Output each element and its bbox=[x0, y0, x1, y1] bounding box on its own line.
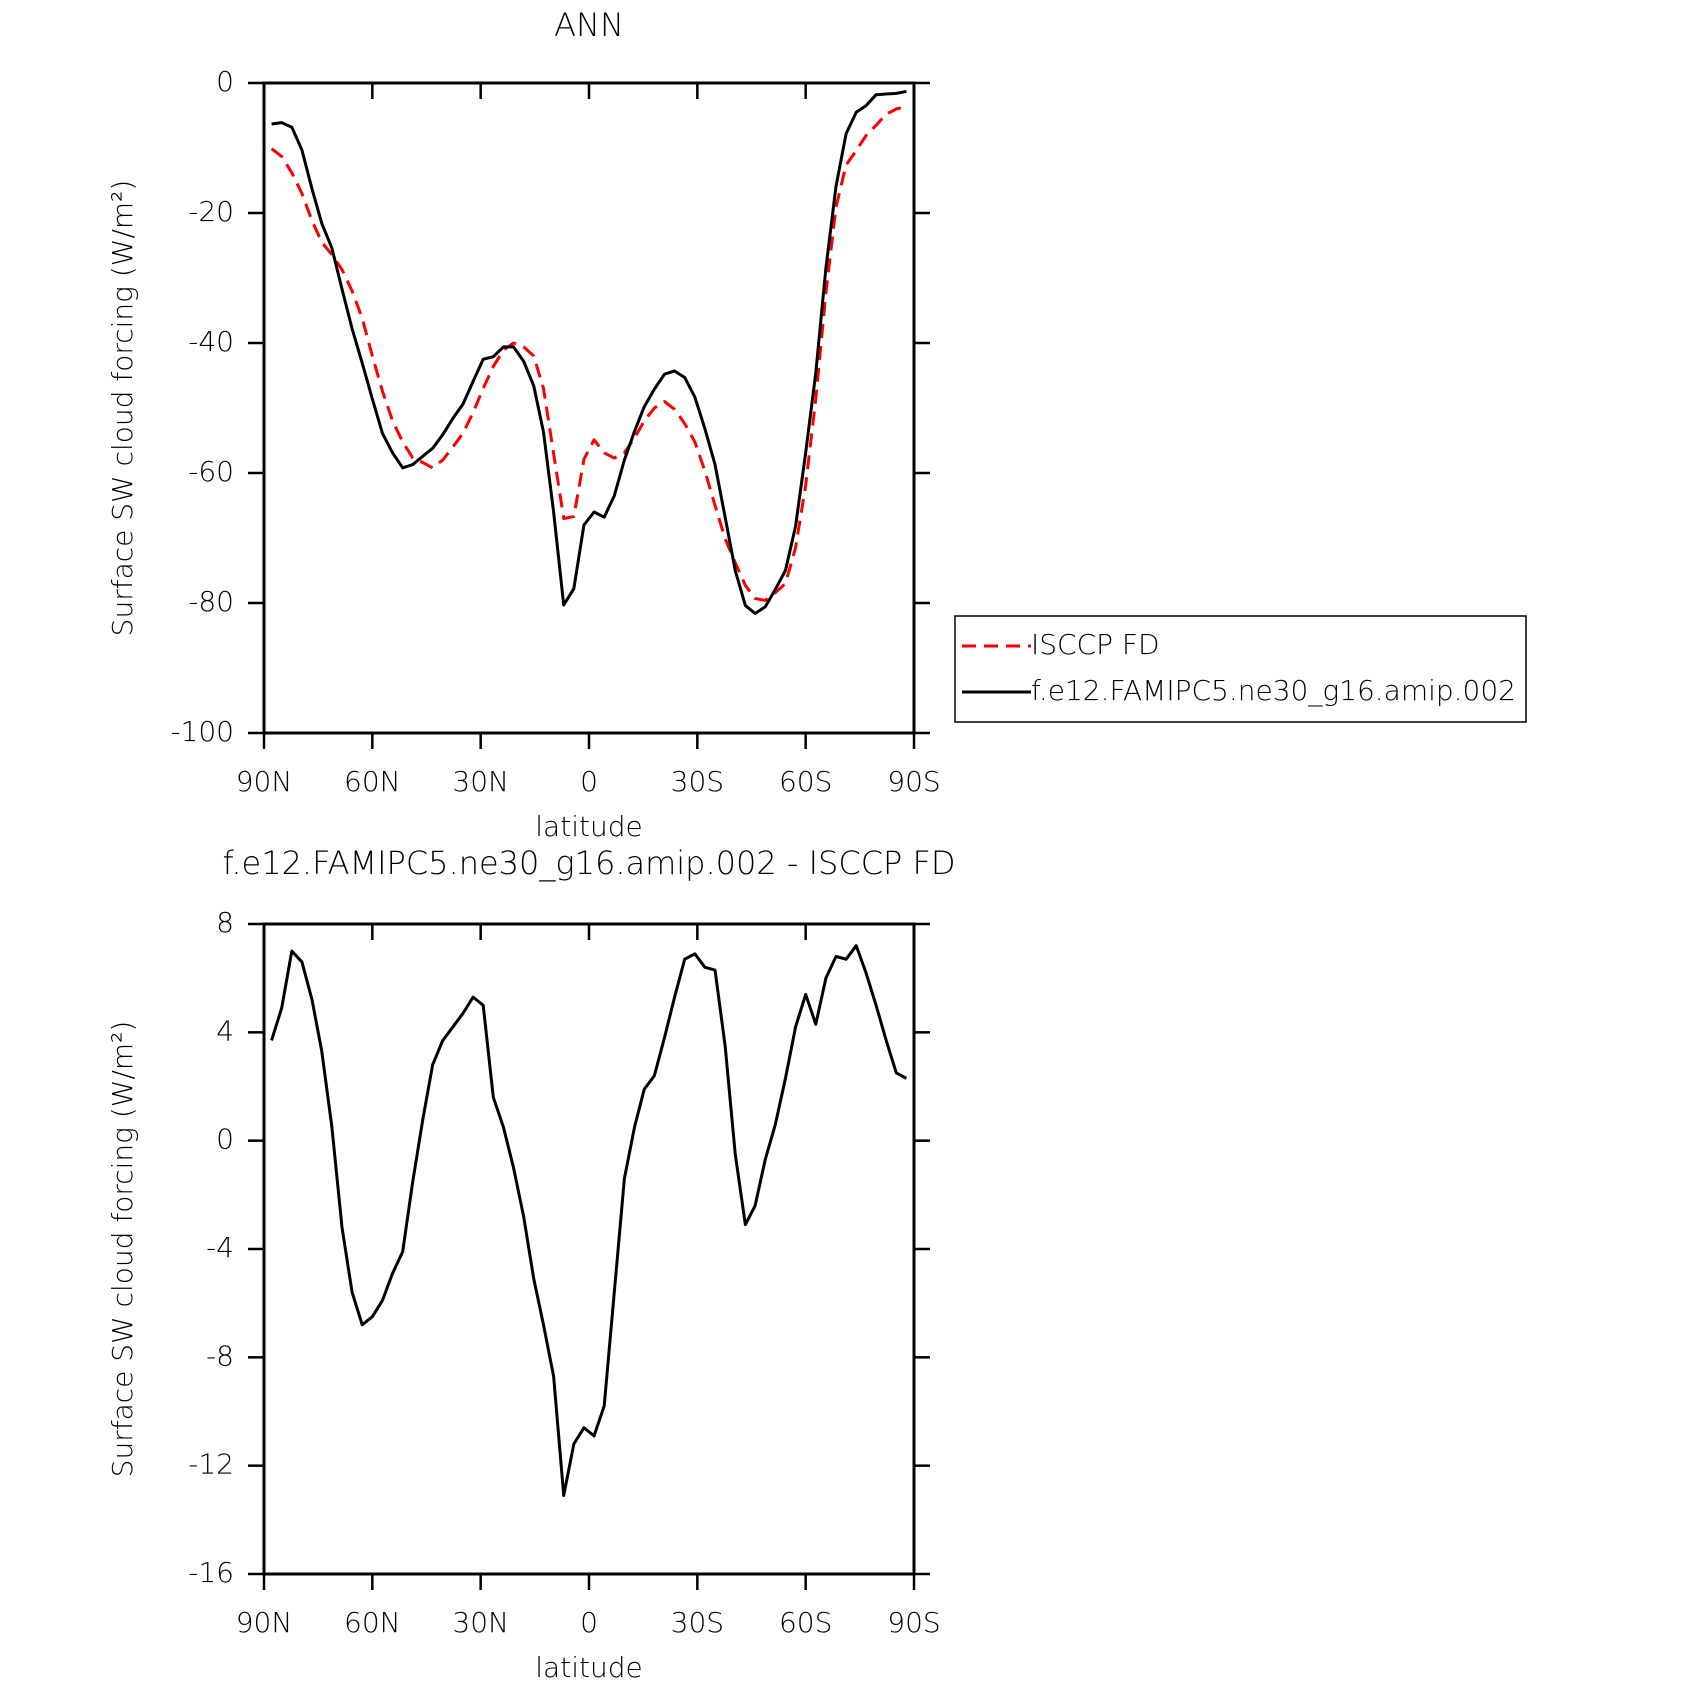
x-tick-label: 30N bbox=[452, 1606, 509, 1639]
y-tick-label: -12 bbox=[188, 1448, 234, 1481]
chart-title: ANN bbox=[554, 6, 624, 44]
y-tick-label: -4 bbox=[206, 1231, 234, 1264]
data-line bbox=[271, 89, 907, 615]
x-tick-label: 60S bbox=[779, 1606, 832, 1639]
x-tick-label: 30S bbox=[671, 1606, 724, 1639]
x-tick-label: 60S bbox=[779, 765, 832, 798]
plot-frame bbox=[262, 922, 916, 1576]
x-tick-label: 0 bbox=[580, 765, 598, 798]
x-axis-label: latitude bbox=[535, 1651, 642, 1684]
y-axis-label: Surface SW cloud forcing (W/m²) bbox=[106, 180, 139, 637]
x-tick-label: 60N bbox=[344, 1606, 401, 1639]
y-tick-label: 4 bbox=[216, 1014, 234, 1047]
y-tick-label: 8 bbox=[216, 906, 234, 939]
y-tick-label: -8 bbox=[206, 1339, 234, 1372]
data-line bbox=[270, 104, 907, 602]
x-axis-label: latitude bbox=[535, 810, 642, 843]
y-axis-label: Surface SW cloud forcing (W/m²) bbox=[106, 1021, 139, 1478]
y-tick-label: 0 bbox=[216, 65, 234, 98]
y-tick-label: -40 bbox=[188, 325, 234, 358]
x-tick-label: 30S bbox=[671, 765, 724, 798]
y-tick-label: -80 bbox=[188, 585, 234, 618]
y-tick-label: -20 bbox=[188, 195, 234, 228]
y-tick-label: -16 bbox=[188, 1556, 234, 1589]
x-tick-label: 90N bbox=[236, 1606, 293, 1639]
legend-box bbox=[954, 615, 1527, 723]
chart-title: f.e12.FAMIPC5.ne30_g16.amip.002 - ISCCP … bbox=[222, 844, 955, 882]
y-tick-label: -60 bbox=[188, 455, 234, 488]
data-line bbox=[270, 944, 908, 1497]
x-tick-label: 30N bbox=[452, 765, 509, 798]
x-tick-label: 90S bbox=[887, 1606, 940, 1639]
x-tick-label: 90N bbox=[236, 765, 293, 798]
legend-label: f.e12.FAMIPC5.ne30_g16.amip.002 bbox=[1031, 674, 1516, 708]
y-tick-label: 0 bbox=[216, 1123, 234, 1156]
plot-frame bbox=[262, 81, 916, 735]
x-tick-label: 90S bbox=[887, 765, 940, 798]
legend-label: ISCCP FD bbox=[1031, 628, 1160, 661]
legend: ISCCP FD f.e12.FAMIPC5.ne30_g16.amip.002 bbox=[954, 615, 1527, 723]
x-tick-label: 60N bbox=[344, 765, 401, 798]
y-tick-label: -100 bbox=[170, 715, 234, 748]
x-tick-label: 0 bbox=[580, 1606, 598, 1639]
